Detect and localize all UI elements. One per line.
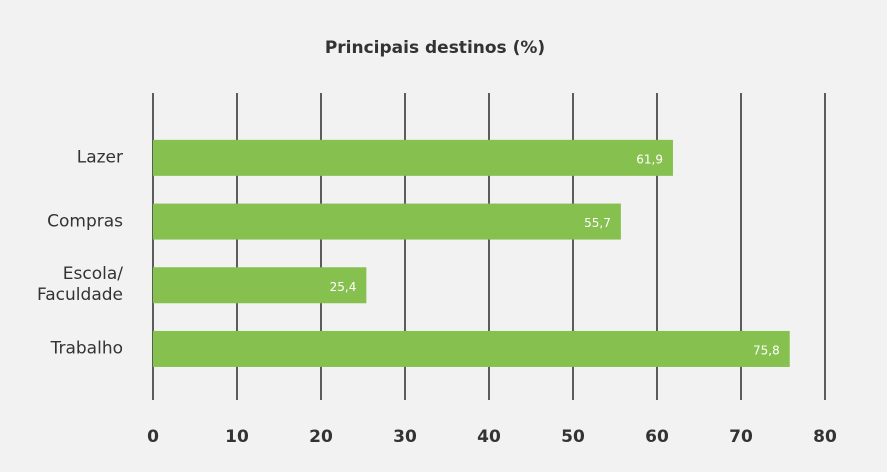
x-tick-label: 70 (729, 427, 753, 447)
bar (153, 267, 367, 304)
y-tick-label: Lazer (76, 147, 123, 168)
y-tick-label: Compras (47, 211, 123, 232)
x-tick-label: 30 (393, 427, 417, 447)
chart-title: Principais destinos (%) (325, 38, 545, 58)
value-label: 25,4 (330, 280, 357, 294)
bar (153, 330, 790, 367)
x-tick-label: 40 (477, 427, 501, 447)
value-label: 61,9 (636, 152, 663, 166)
value-label: 75,8 (753, 343, 780, 357)
x-tick-label: 80 (813, 427, 837, 447)
y-tick-label: Trabalho (50, 338, 123, 359)
value-label: 55,7 (584, 216, 611, 230)
bar (153, 139, 673, 176)
x-tick-label: 0 (147, 427, 159, 447)
y-tick-label: Escola/ Faculdade (37, 264, 123, 306)
bar (153, 203, 621, 240)
x-tick-label: 20 (309, 427, 333, 447)
x-tick-label: 50 (561, 427, 585, 447)
x-tick-label: 60 (645, 427, 669, 447)
x-tick-label: 10 (225, 427, 249, 447)
